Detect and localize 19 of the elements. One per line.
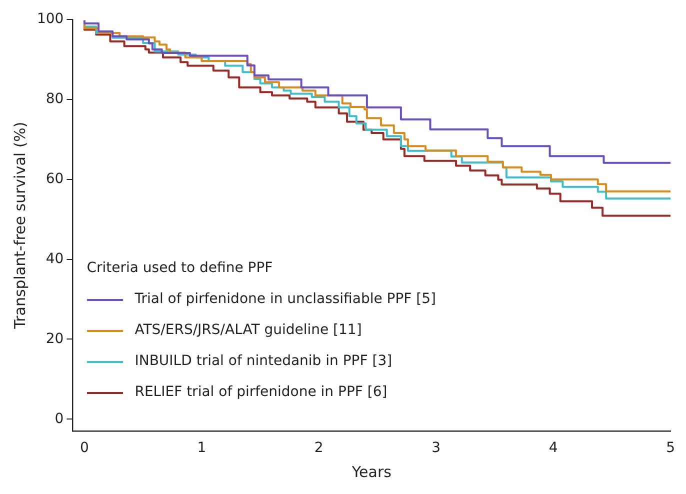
- y-tick-label: 40: [46, 250, 64, 267]
- y-tick-label: 20: [46, 330, 64, 347]
- x-tick-label: 0: [80, 440, 89, 456]
- x-axis-title: Years: [350, 462, 392, 481]
- x-tick-label: 5: [666, 440, 676, 456]
- legend-label: ATS/ERS/JRS/ALAT guideline [11]: [134, 321, 362, 340]
- x-tick-label: 2: [314, 440, 324, 456]
- y-tick-label: 80: [46, 91, 64, 107]
- x-tick-label: 3: [432, 440, 441, 456]
- legend-title: Criteria used to define PPF: [86, 259, 274, 278]
- y-tick-label: 100: [36, 11, 64, 28]
- y-axis-title: Transplant-free survival (%): [10, 122, 29, 330]
- legend-label: Trial of pirfenidone in unclassifiable PPF [5]: [134, 290, 436, 310]
- legend-label: RELIEF trial of pirfenidone in PPF [6]: [134, 383, 388, 402]
- legend-label: INBUILD trial of nintedanib in PPF [3]: [134, 352, 392, 372]
- y-tick-label: 60: [46, 170, 64, 187]
- y-tick-label: 0: [54, 410, 64, 427]
- x-tick-label: 1: [197, 440, 206, 456]
- x-tick-label: 4: [548, 440, 558, 456]
